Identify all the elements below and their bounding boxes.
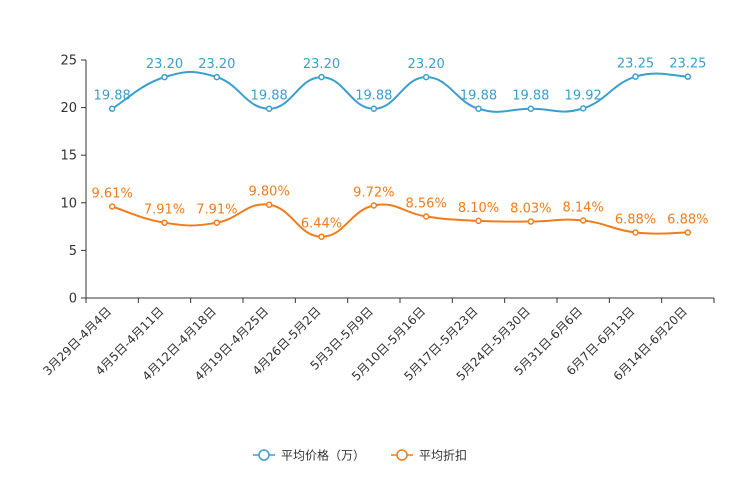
data-label: 7.91% xyxy=(196,203,237,218)
data-label: 19.88 xyxy=(251,89,288,104)
data-label: 6.88% xyxy=(615,213,656,228)
data-label: 6.88% xyxy=(667,213,708,228)
y-tick-label: 15 xyxy=(60,149,77,164)
data-label: 23.20 xyxy=(408,57,445,72)
data-label: 8.10% xyxy=(458,201,499,216)
y-tick-label: 10 xyxy=(60,196,77,211)
data-point xyxy=(370,105,378,112)
data-label: 9.61% xyxy=(92,187,133,202)
data-point xyxy=(370,202,378,209)
data-point xyxy=(422,213,430,220)
data-point xyxy=(161,73,168,81)
data-label: 23.25 xyxy=(669,57,706,72)
data-point xyxy=(213,73,221,81)
y-tick-label: 25 xyxy=(60,54,77,69)
legend-item-0[interactable]: 平均价格（万） xyxy=(253,448,365,463)
data-label: 23.25 xyxy=(617,57,654,72)
legend-marker xyxy=(396,449,408,461)
legend-label: 平均价格（万） xyxy=(281,448,365,463)
chart-series: 19.88 23.20 23.20 19.88 23.20 19.88 23.20 19.88… xyxy=(92,57,708,240)
data-point xyxy=(579,105,587,112)
legend-marker xyxy=(258,449,270,461)
data-label: 23.20 xyxy=(146,57,183,72)
data-label: 23.20 xyxy=(198,57,235,72)
data-label: 8.03% xyxy=(510,202,551,217)
data-label: 19.88 xyxy=(94,89,131,104)
data-point xyxy=(475,105,482,112)
series-1: 9.61% 7.91% 7.91% 9.80% 6.44% 9.72% 8.56% 8.10%… xyxy=(92,185,708,240)
legend-label: 平均折扣 xyxy=(419,448,467,463)
data-label: 19.88 xyxy=(460,89,497,104)
legend-item-1[interactable]: 平均折扣 xyxy=(391,448,467,463)
data-point xyxy=(108,105,116,112)
data-label: 8.56% xyxy=(406,197,447,212)
series-0: 19.88 23.20 23.20 19.88 23.20 19.88 23.20 19.88… xyxy=(94,57,706,113)
data-label: 9.80% xyxy=(249,185,290,200)
data-point xyxy=(318,233,325,240)
data-point xyxy=(318,73,325,81)
data-label: 19.92 xyxy=(565,88,602,103)
data-label: 19.88 xyxy=(512,89,549,104)
data-label: 6.44% xyxy=(301,217,342,232)
data-point xyxy=(475,217,482,225)
data-point xyxy=(265,105,273,112)
y-tick-label: 20 xyxy=(60,101,77,116)
data-point xyxy=(161,219,168,226)
data-point xyxy=(632,229,639,236)
data-point xyxy=(422,73,430,81)
data-point xyxy=(684,229,692,236)
data-point xyxy=(579,217,587,224)
data-point xyxy=(213,219,221,226)
data-point xyxy=(527,105,535,112)
data-label: 8.14% xyxy=(563,201,604,216)
data-point xyxy=(108,203,116,210)
y-tick-label: 0 xyxy=(69,292,77,307)
data-label: 9.72% xyxy=(353,185,394,200)
chart-legend[interactable]: 平均价格（万） 平均折扣 xyxy=(253,448,467,463)
y-tick-label: 5 xyxy=(69,244,77,259)
data-point xyxy=(632,73,639,80)
data-point xyxy=(527,218,535,225)
data-point xyxy=(684,73,692,80)
data-label: 23.20 xyxy=(303,57,340,72)
data-label: 19.88 xyxy=(355,89,392,104)
data-point xyxy=(265,201,273,208)
data-label: 7.91% xyxy=(144,203,185,218)
